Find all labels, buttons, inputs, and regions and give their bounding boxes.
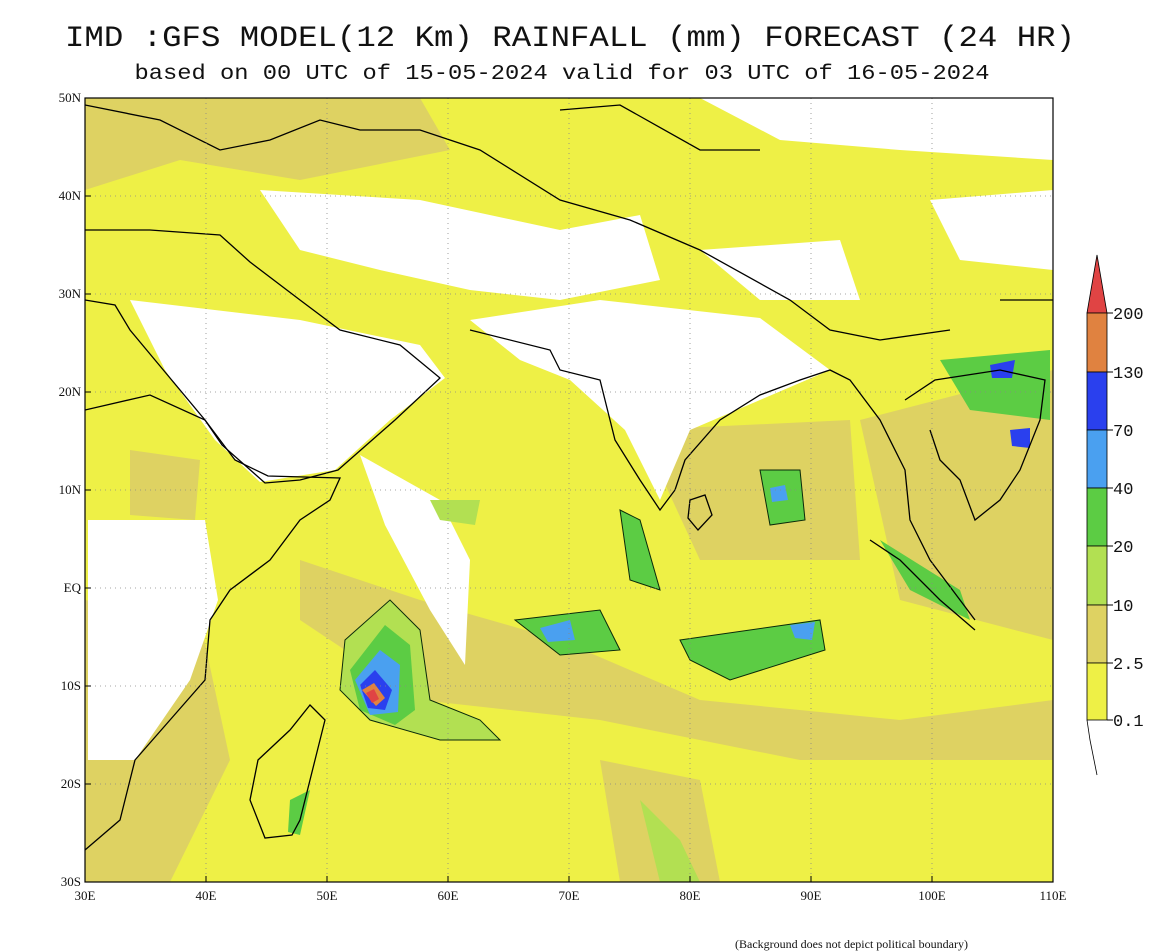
colorbar-bin xyxy=(1086,487,1108,547)
colorbar-bin xyxy=(1086,371,1108,431)
colorbar-label: 130 xyxy=(1113,365,1144,384)
colorbar xyxy=(1086,254,1108,776)
colorbar-label: 2.5 xyxy=(1113,656,1144,675)
colorbar-bin xyxy=(1086,545,1108,606)
coastlines xyxy=(85,104,1053,851)
lat-label: EQ xyxy=(64,580,82,595)
footnote: (Background does not depict political bo… xyxy=(735,937,968,951)
subtitle: based on 00 UTC of 15-05-2024 valid for … xyxy=(135,63,990,86)
lon-label: 90E xyxy=(801,888,822,903)
colorbar-labels: 200 130 70 40 20 10 2.5 0.1 xyxy=(1107,306,1144,732)
colorbar-label: 70 xyxy=(1113,423,1133,442)
colorbar-tail xyxy=(1086,719,1098,776)
colorbar-label: 200 xyxy=(1113,306,1144,325)
contours xyxy=(339,469,826,741)
rain-heavy xyxy=(130,350,1050,882)
lat-label: 30N xyxy=(59,286,82,301)
lat-label: 20N xyxy=(59,384,82,399)
lat-label: 10S xyxy=(61,678,81,693)
colorbar-bin xyxy=(1086,429,1108,489)
lat-label: 10N xyxy=(59,482,82,497)
colorbar-label: 10 xyxy=(1113,598,1133,617)
lon-label: 70E xyxy=(559,888,580,903)
lon-label: 30E xyxy=(75,888,96,903)
lat-label: 20S xyxy=(61,776,81,791)
title: IMD :GFS MODEL(12 Km) RAINFALL (mm) FORE… xyxy=(65,22,1075,56)
lon-label: 60E xyxy=(438,888,459,903)
colorbar-bin xyxy=(1086,604,1108,664)
lon-label: 100E xyxy=(918,888,946,903)
lat-label: 50N xyxy=(59,90,82,105)
colorbar-label: 0.1 xyxy=(1113,713,1144,732)
colorbar-bin xyxy=(1086,662,1108,721)
no-rain xyxy=(88,98,1053,760)
colorbar-label: 40 xyxy=(1113,481,1133,500)
lon-label: 110E xyxy=(1040,888,1067,903)
lon-label: 80E xyxy=(680,888,701,903)
lon-label: 50E xyxy=(317,888,338,903)
colorbar-label: 20 xyxy=(1113,539,1133,558)
lat-label: 30S xyxy=(61,874,81,889)
map-field xyxy=(85,98,1053,882)
lon-label: 40E xyxy=(196,888,217,903)
colorbar-bin xyxy=(1086,312,1108,373)
graticule xyxy=(85,98,1053,882)
lat-label: 40N xyxy=(59,188,82,203)
colorbar-arrow xyxy=(1086,254,1108,314)
axis-ticks: 30E 40E 50E 60E 70E 80E 90E 100E 110E 50N 40N 30N 20… xyxy=(59,90,1067,903)
